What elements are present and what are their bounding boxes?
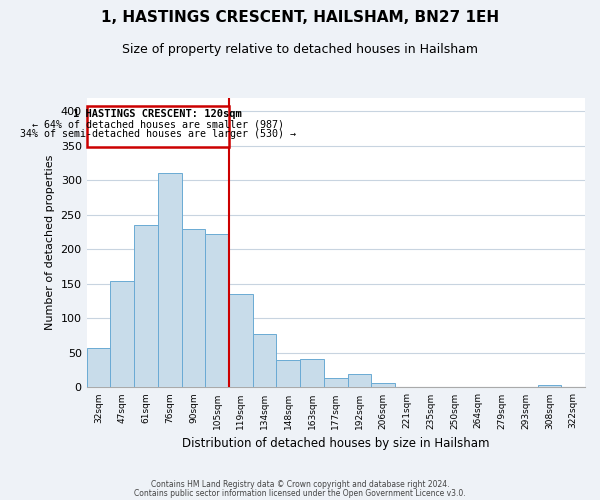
Bar (538, 386, 561, 388)
Bar (347, 374, 371, 388)
Text: Size of property relative to detached houses in Hailsham: Size of property relative to detached ho… (122, 42, 478, 56)
Bar (134, 224, 158, 388)
Bar (277, 360, 300, 388)
X-axis label: Distribution of detached houses by size in Hailsham: Distribution of detached houses by size … (182, 437, 490, 450)
Bar (86, 348, 110, 388)
Text: 1, HASTINGS CRESCENT, HAILSHAM, BN27 1EH: 1, HASTINGS CRESCENT, HAILSHAM, BN27 1EH (101, 10, 499, 25)
FancyBboxPatch shape (87, 106, 229, 147)
Bar (253, 334, 277, 388)
Bar (229, 294, 253, 388)
Text: Contains HM Land Registry data © Crown copyright and database right 2024.: Contains HM Land Registry data © Crown c… (151, 480, 449, 489)
Bar (324, 378, 347, 388)
Text: ← 64% of detached houses are smaller (987): ← 64% of detached houses are smaller (98… (32, 120, 284, 130)
Text: Contains public sector information licensed under the Open Government Licence v3: Contains public sector information licen… (134, 488, 466, 498)
Bar (158, 172, 182, 388)
Text: 34% of semi-detached houses are larger (530) →: 34% of semi-detached houses are larger (… (20, 130, 296, 140)
Bar (182, 228, 205, 388)
Y-axis label: Number of detached properties: Number of detached properties (45, 155, 55, 330)
Bar (371, 382, 395, 388)
Bar (300, 359, 324, 388)
Bar (110, 281, 134, 388)
Bar (205, 234, 229, 388)
Text: 1 HASTINGS CRESCENT: 120sqm: 1 HASTINGS CRESCENT: 120sqm (73, 109, 242, 119)
